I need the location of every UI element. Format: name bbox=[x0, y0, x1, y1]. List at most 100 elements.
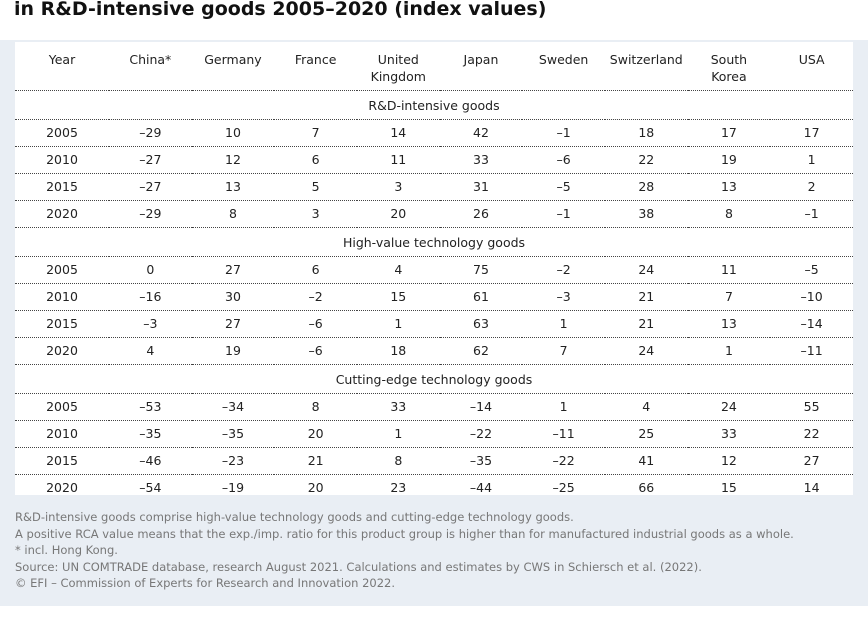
value-cell: 11 bbox=[356, 146, 440, 174]
year-cell: 2015 bbox=[15, 173, 109, 201]
value-cell: 17 bbox=[770, 119, 853, 147]
value-cell: 75 bbox=[439, 256, 523, 284]
value-cell: 62 bbox=[439, 337, 523, 365]
value-cell: 13 bbox=[687, 173, 771, 201]
value-cell: 24 bbox=[604, 337, 688, 365]
value-cell: 66 bbox=[638, 480, 655, 495]
value-cell: 8 bbox=[687, 200, 771, 228]
value-cell: 1 bbox=[356, 420, 440, 448]
value-cell: –16 bbox=[109, 283, 192, 311]
value-cell: 22 bbox=[770, 420, 853, 448]
value-cell: 7 bbox=[687, 283, 771, 311]
section-title: R&D-intensive goods bbox=[15, 90, 853, 120]
note-line: © EFI – Commission of Experts for Resear… bbox=[15, 576, 396, 590]
column-header-text: United Kingdom bbox=[370, 52, 426, 84]
value-cell: 12 bbox=[687, 447, 771, 475]
value-cell: 33 bbox=[687, 420, 771, 448]
year-cell: 2005 bbox=[15, 393, 109, 421]
value-cell: 55 bbox=[770, 393, 853, 421]
section-row: Cutting-edge technology goods bbox=[15, 364, 853, 394]
table-body: R&D-intensive goods 2005 –29 10 7 14 42 –1 18 17 1… bbox=[15, 90, 853, 501]
section-title: High-value technology goods bbox=[15, 227, 853, 257]
value-cell: 23 bbox=[390, 480, 407, 495]
column-header-text: Switzerland bbox=[609, 52, 683, 67]
year-cell: 2010 bbox=[15, 283, 109, 311]
header-row: Year China* Germany France United Kingdom Jap… bbox=[15, 42, 853, 91]
year-cell: 2010 bbox=[15, 146, 109, 174]
column-header-text: USA bbox=[798, 52, 825, 67]
value-cell: 11 bbox=[687, 256, 771, 284]
value-cell: –10 bbox=[770, 283, 853, 311]
value-cell: 4 bbox=[109, 337, 192, 365]
value-cell: 19 bbox=[687, 146, 771, 174]
value-cell: 24 bbox=[687, 393, 771, 421]
data-row: 2020 –29 8 3 20 26 –1 38 8 –1 bbox=[15, 200, 853, 228]
value-cell: –6 bbox=[522, 146, 605, 174]
year-cell: 2020 bbox=[15, 200, 109, 228]
value-cell: –1 bbox=[522, 119, 605, 147]
title: in R&D-intensive goods 2005–2020 (index … bbox=[14, 0, 547, 20]
value-cell: 22 bbox=[604, 146, 688, 174]
value-cell: –46 bbox=[109, 447, 192, 475]
notes: R&D-intensive goods comprise high-value … bbox=[15, 509, 794, 592]
value-cell: –1 bbox=[770, 200, 853, 228]
column-header: China* bbox=[109, 42, 192, 91]
column-header: Sweden bbox=[522, 42, 605, 91]
column-header-text: Year bbox=[48, 52, 76, 67]
value-cell: 17 bbox=[687, 119, 771, 147]
value-cell: 27 bbox=[770, 447, 853, 475]
value-cell: –34 bbox=[191, 393, 275, 421]
value-cell: 6 bbox=[274, 146, 357, 174]
value-cell: 63 bbox=[439, 310, 523, 338]
data-row: 2015 –3 27 –6 1 63 1 21 13 –14 bbox=[15, 310, 853, 338]
note-line: A positive RCA value means that the exp.… bbox=[15, 526, 794, 541]
value-cell: –23 bbox=[191, 447, 275, 475]
value-cell: –25 bbox=[552, 480, 575, 495]
value-cell: 25 bbox=[604, 420, 688, 448]
year-cell: 2010 bbox=[15, 420, 109, 448]
value-cell: –53 bbox=[109, 393, 192, 421]
data-row: 2020 4 19 –6 18 62 7 24 1 –11 bbox=[15, 337, 853, 365]
data-row: 2015 –46 –23 21 8 –35 –22 41 12 27 bbox=[15, 447, 853, 475]
column-header: South Korea bbox=[687, 42, 771, 91]
value-cell: 18 bbox=[356, 337, 440, 365]
value-cell: 13 bbox=[687, 310, 771, 338]
section-row: R&D-intensive goods bbox=[15, 90, 853, 120]
column-header-text: France bbox=[294, 52, 337, 67]
value-cell: 3 bbox=[274, 200, 357, 228]
value-cell: 21 bbox=[274, 447, 357, 475]
year-cell: 2005 bbox=[15, 119, 109, 147]
value-cell: –35 bbox=[109, 420, 192, 448]
value-cell: –5 bbox=[522, 173, 605, 201]
data-row: 2010 –16 30 –2 15 61 –3 21 7 –10 bbox=[15, 283, 853, 311]
value-cell: 15 bbox=[356, 283, 440, 311]
value-cell: 2 bbox=[770, 173, 853, 201]
value-cell: 12 bbox=[191, 146, 275, 174]
value-cell: 31 bbox=[439, 173, 523, 201]
column-header: Switzerland bbox=[604, 42, 688, 91]
table: Year China* Germany France United Kingdom Jap… bbox=[15, 42, 853, 501]
value-cell: 26 bbox=[439, 200, 523, 228]
data-row: 2010 –35 –35 20 1 –22 –11 25 33 22 bbox=[15, 420, 853, 448]
value-cell: 8 bbox=[274, 393, 357, 421]
value-cell: 14 bbox=[803, 480, 820, 495]
value-cell: –29 bbox=[109, 200, 192, 228]
value-cell: 7 bbox=[274, 119, 357, 147]
value-cell: –19 bbox=[221, 480, 245, 495]
value-cell: –35 bbox=[439, 447, 523, 475]
column-header: United Kingdom bbox=[356, 42, 440, 91]
panel: Year China* Germany France United Kingdom Jap… bbox=[0, 40, 868, 606]
value-cell: –27 bbox=[109, 146, 192, 174]
value-cell: 5 bbox=[274, 173, 357, 201]
data-row: 2005 0 27 6 4 75 –2 24 11 –5 bbox=[15, 256, 853, 284]
column-header: France bbox=[274, 42, 357, 91]
data-row: 2015 –27 13 5 3 31 –5 28 13 2 bbox=[15, 173, 853, 201]
value-cell: 10 bbox=[191, 119, 275, 147]
value-cell: –14 bbox=[770, 310, 853, 338]
value-cell: 27 bbox=[191, 256, 275, 284]
value-cell: 15 bbox=[720, 480, 737, 495]
data-row: 2005 –53 –34 8 33 –14 1 4 24 55 bbox=[15, 393, 853, 421]
value-cell: –44 bbox=[469, 480, 493, 495]
value-cell: 6 bbox=[274, 256, 357, 284]
